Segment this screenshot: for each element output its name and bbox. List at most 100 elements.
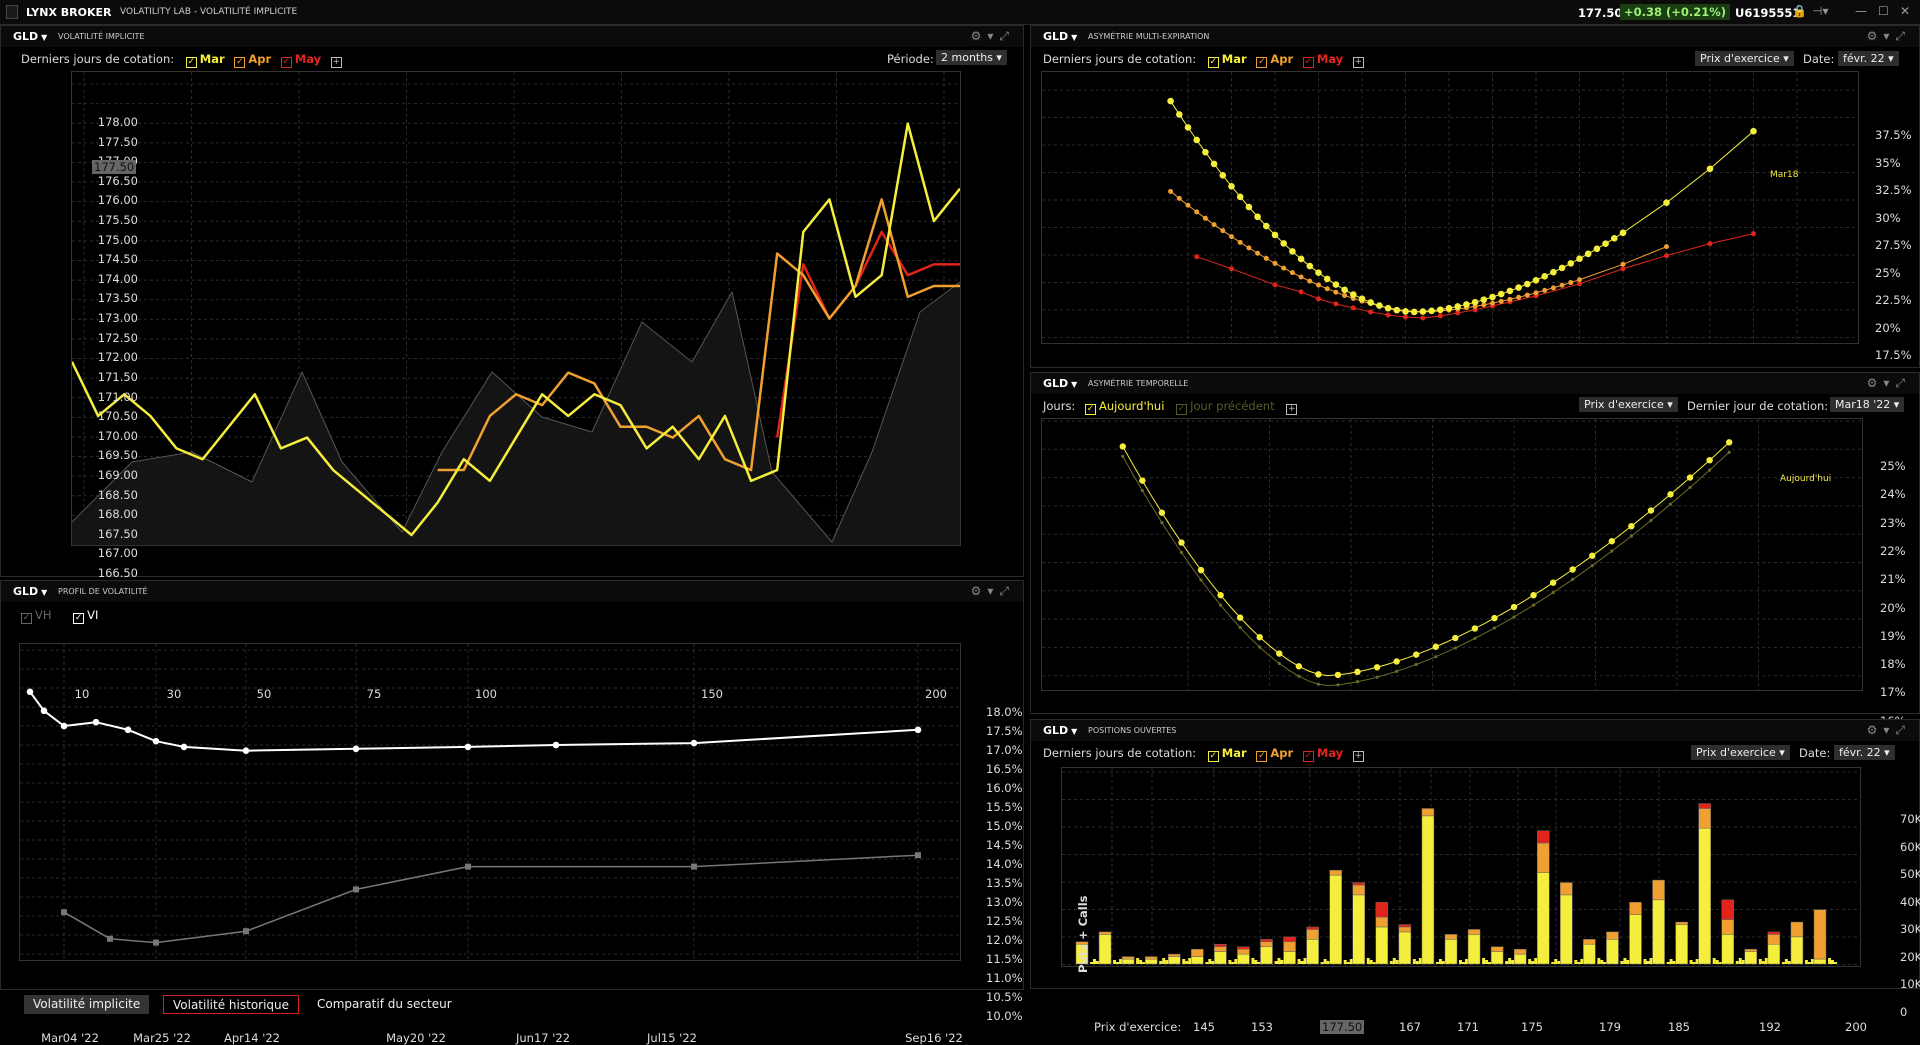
previous-day-line bbox=[1122, 451, 1730, 687]
data-point bbox=[1315, 269, 1322, 277]
date-tick: Sep16 '22 bbox=[905, 1031, 963, 1045]
data-point bbox=[1751, 231, 1756, 237]
strike-dropdown[interactable]: Prix d'exercice ▾ bbox=[1579, 397, 1678, 412]
date-label: Date: bbox=[1803, 52, 1835, 66]
symbol-selector[interactable]: GLD ▼ bbox=[1043, 724, 1078, 737]
oi-bar-small bbox=[1349, 959, 1353, 964]
date-tick: Jun17 '22 bbox=[515, 1031, 571, 1045]
oi-bar-small bbox=[1412, 959, 1416, 964]
symbol-selector[interactable]: GLD ▼ bbox=[13, 585, 48, 598]
panel-controls[interactable]: ⚙▾⤢ bbox=[971, 584, 1015, 599]
data-point bbox=[1432, 643, 1439, 650]
oi-bar-small bbox=[1828, 958, 1831, 964]
apr-toggle[interactable]: ✓ Apr bbox=[1256, 746, 1294, 762]
data-point bbox=[1272, 282, 1278, 288]
oi-bar-small bbox=[1781, 962, 1785, 964]
symbol-selector[interactable]: GLD ▼ bbox=[1043, 377, 1078, 390]
oi-bar-small bbox=[1482, 958, 1486, 964]
iv-tick: 20% bbox=[1880, 600, 1906, 615]
oi-bar-small bbox=[1257, 962, 1261, 964]
oi-bar bbox=[1652, 899, 1665, 965]
add-series-icon[interactable]: + bbox=[1352, 751, 1364, 762]
symbol-selector[interactable]: GLD ▼ bbox=[1043, 30, 1078, 43]
add-series-icon[interactable]: + bbox=[1286, 404, 1298, 415]
date-dropdown[interactable]: févr. 22 ▾ bbox=[1834, 745, 1895, 760]
data-point bbox=[1620, 266, 1626, 272]
today-toggle[interactable]: ✓ Aujourd'hui bbox=[1084, 399, 1165, 415]
panel-title: POSITIONS OUVERTES bbox=[1088, 726, 1177, 735]
maximize-icon[interactable]: ☐ bbox=[1878, 4, 1889, 18]
days-tick: 200 bbox=[925, 687, 947, 701]
minimize-icon[interactable]: — bbox=[1855, 4, 1867, 18]
pin-icon[interactable]: ⊣▾ bbox=[1812, 4, 1829, 18]
panel-controls[interactable]: ⚙▾⤢ bbox=[1867, 29, 1911, 44]
previous-day-toggle[interactable]: ✓ Jour précédent bbox=[1176, 399, 1275, 415]
multi-expiration-skew-panel: GLD ▼ ASYMÉTRIE MULTI-EXPIRATION ⚙▾⤢ Dern… bbox=[1030, 25, 1920, 412]
strike-dropdown[interactable]: Prix d'exercice ▾ bbox=[1695, 51, 1794, 66]
mar-toggle[interactable]: ✓ Mar bbox=[185, 52, 225, 68]
oi-bar-small bbox=[1715, 960, 1719, 964]
oi-bar bbox=[1214, 951, 1227, 965]
oi-bar-small bbox=[1254, 960, 1258, 964]
oi-bar bbox=[1537, 872, 1550, 965]
today-line bbox=[1122, 441, 1730, 677]
data-point bbox=[1512, 615, 1516, 619]
data-point bbox=[1524, 292, 1530, 298]
mar-toggle[interactable]: ✓ Mar bbox=[1207, 52, 1247, 68]
data-point bbox=[1199, 578, 1203, 582]
may-toggle[interactable]: ✓ May bbox=[1302, 746, 1344, 762]
oi-bar-small bbox=[1831, 960, 1834, 964]
may-toggle[interactable]: ✓ May bbox=[1302, 52, 1344, 68]
data-point bbox=[1219, 172, 1227, 179]
tab-sector-comparison[interactable]: Comparatif du secteur bbox=[317, 997, 452, 1011]
data-point bbox=[1202, 215, 1208, 221]
oi-bar-small bbox=[1280, 960, 1284, 964]
data-point bbox=[1256, 633, 1263, 641]
data-point bbox=[1445, 304, 1453, 312]
panel-controls[interactable]: ⚙▾⤢ bbox=[1867, 376, 1911, 391]
iv-tick: 17% bbox=[1880, 685, 1906, 700]
gear-icon: ⚙ bbox=[970, 584, 988, 598]
apr-toggle[interactable]: ✓ Apr bbox=[234, 52, 272, 68]
add-series-icon[interactable]: + bbox=[330, 57, 342, 68]
temporal-skew-panel: GLD ▼ ASYMÉTRIE TEMPORELLE ⚙▾⤢ Jours: ✓ Au… bbox=[1030, 372, 1920, 759]
lock-icon[interactable]: 🔒 bbox=[1792, 4, 1807, 18]
may-toggle[interactable]: ✓ May bbox=[280, 52, 322, 68]
data-point bbox=[1245, 203, 1253, 211]
oi-tick: 70K bbox=[1900, 812, 1920, 826]
oi-bar-small bbox=[1689, 960, 1693, 964]
strike-dropdown[interactable]: Prix d'exercice ▾ bbox=[1691, 745, 1790, 760]
data-point bbox=[1611, 234, 1618, 242]
data-point bbox=[1332, 281, 1340, 288]
oi-bar bbox=[1260, 941, 1273, 947]
temporal-chart: 16517017518018519019520025%24%23%22%21%2… bbox=[1041, 418, 1906, 759]
strike-tick: 192 bbox=[1759, 1020, 1781, 1034]
vh-toggle[interactable]: ✓ VH bbox=[21, 608, 52, 624]
oi-bar bbox=[1306, 939, 1319, 965]
close-icon[interactable]: ✕ bbox=[1900, 4, 1911, 18]
strike-tick: 185 bbox=[1668, 1020, 1690, 1034]
symbol-selector[interactable]: GLD ▼ bbox=[13, 30, 48, 43]
oi-bar-small bbox=[1649, 958, 1653, 964]
strike-marker: 177.50 bbox=[1320, 1020, 1365, 1034]
mar-toggle[interactable]: ✓ Mar bbox=[1207, 746, 1247, 762]
oi-bar-small bbox=[1574, 960, 1578, 964]
data-point bbox=[1530, 591, 1537, 599]
oi-bar bbox=[1168, 953, 1181, 957]
add-series-icon[interactable]: + bbox=[1352, 57, 1364, 68]
vi-toggle[interactable]: ✓ VI bbox=[73, 608, 99, 624]
tab-historical-volatility[interactable]: Volatilité historique bbox=[163, 995, 300, 1014]
date-dropdown[interactable]: févr. 22 ▾ bbox=[1838, 51, 1899, 66]
panel-controls[interactable]: ⚙▾⤢ bbox=[971, 29, 1015, 44]
apr-toggle[interactable]: ✓ Apr bbox=[1256, 52, 1294, 68]
last-day-dropdown[interactable]: Mar18 '22 ▾ bbox=[1830, 397, 1905, 412]
iv-tick: 17.5% bbox=[986, 724, 1023, 738]
iv-tick: 11.0% bbox=[986, 971, 1023, 985]
periode-dropdown[interactable]: 2 months ▾ bbox=[936, 50, 1007, 65]
iv-chart: 178.00177.50177.00176.50176.00175.50175.… bbox=[71, 71, 1123, 613]
panel-controls[interactable]: ⚙▾⤢ bbox=[1867, 723, 1911, 738]
data-point bbox=[1667, 491, 1674, 498]
data-point bbox=[1229, 234, 1234, 240]
tab-implied-volatility[interactable]: Volatilité implicite bbox=[24, 995, 150, 1014]
oi-bar-small bbox=[1672, 961, 1676, 964]
